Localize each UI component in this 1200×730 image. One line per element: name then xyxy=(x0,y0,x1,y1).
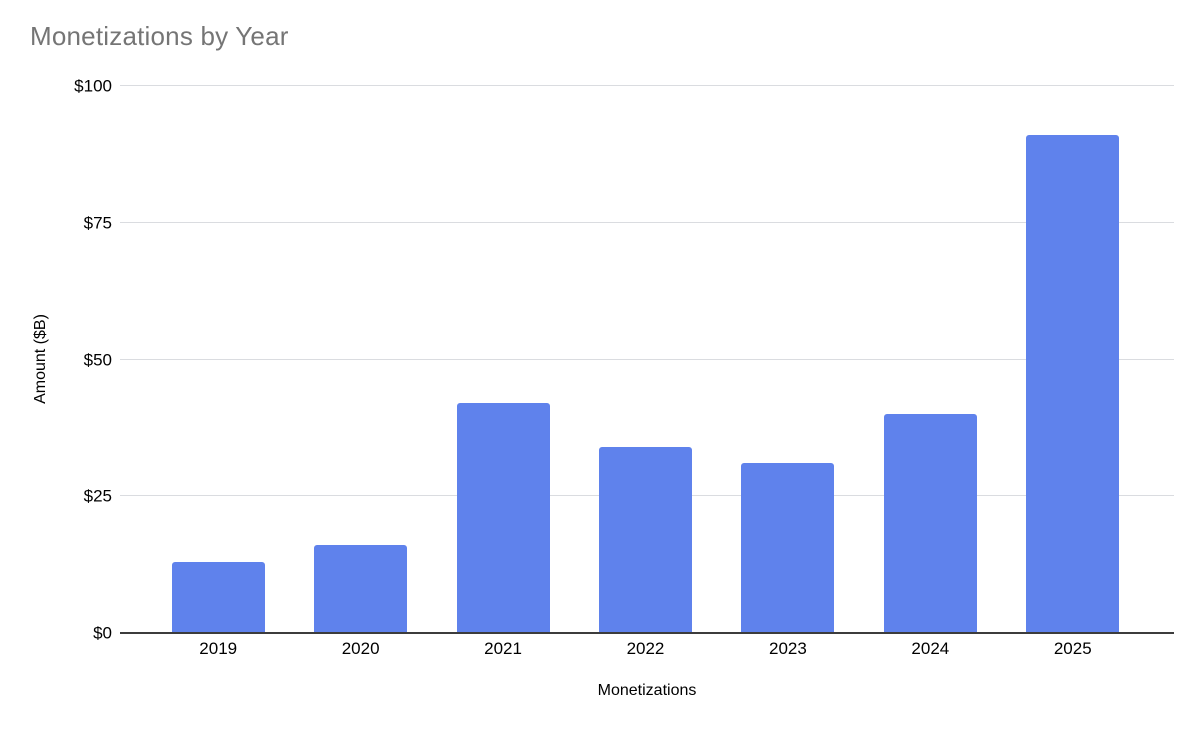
chart-title: Monetizations by Year xyxy=(30,21,289,51)
x-tick-label: 2021 xyxy=(484,639,522,658)
bar-cell xyxy=(574,86,716,633)
x-tick-label: 2025 xyxy=(1053,639,1092,658)
x-tick-label: 2022 xyxy=(626,639,665,658)
gridline xyxy=(120,358,1174,360)
y-tick-label: $100 xyxy=(74,76,112,96)
bar-2022 xyxy=(598,447,692,633)
bar-cell xyxy=(432,86,574,633)
gridline xyxy=(120,85,1174,86)
x-axis-line xyxy=(120,632,1174,634)
x-axis-title: Monetizations xyxy=(597,682,697,699)
x-axis-tick-labels: 2019 2020 2021 2022 2023 2024 2025 xyxy=(147,639,1144,659)
y-axis-tick-labels: $0 $25 $50 $75 $100 xyxy=(0,78,112,642)
y-tick-label: $75 xyxy=(83,213,112,233)
x-tick-label: 2020 xyxy=(341,639,380,658)
bar-2023 xyxy=(741,463,835,633)
bar-cell xyxy=(859,86,1001,633)
x-tick-label: 2024 xyxy=(911,639,950,658)
y-tick-label: $50 xyxy=(83,350,112,369)
bar-2019 xyxy=(171,561,265,633)
y-tick-label: $0 xyxy=(93,623,112,643)
bar-2025 xyxy=(1026,135,1120,633)
bar-2020 xyxy=(314,545,408,633)
y-tick-label: $25 xyxy=(83,486,112,506)
gridline xyxy=(120,221,1174,223)
x-tick-label: 2023 xyxy=(768,639,807,658)
x-tick-label: 2019 xyxy=(199,639,238,658)
bar-cell xyxy=(1002,86,1144,633)
bar-2021 xyxy=(456,403,550,633)
bar-cell xyxy=(289,86,431,633)
bar-2024 xyxy=(883,414,977,633)
bars-layer xyxy=(147,86,1144,633)
bar-cell xyxy=(147,86,289,633)
bar-cell xyxy=(717,86,859,633)
plot-area xyxy=(120,85,1174,634)
